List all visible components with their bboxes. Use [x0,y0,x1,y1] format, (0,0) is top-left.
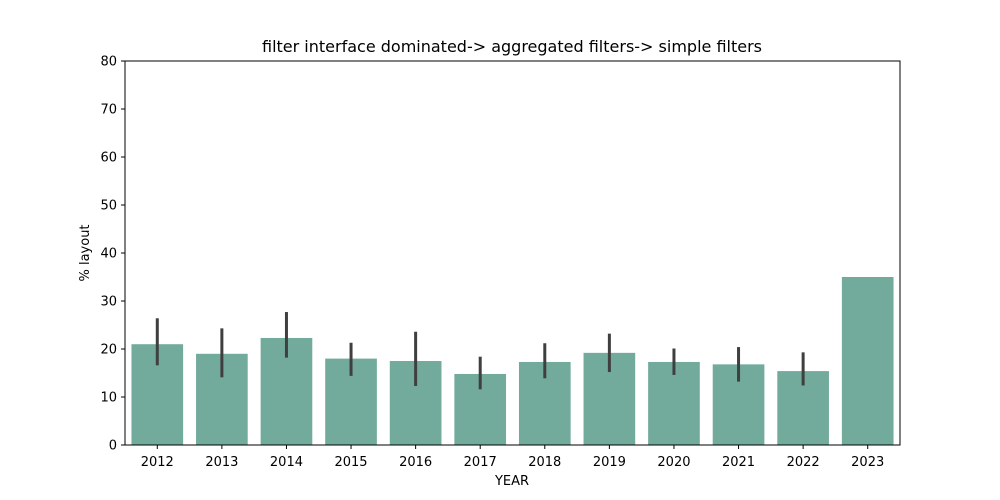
bar-2020 [648,361,700,445]
x-tick-label-2018: 2018 [528,455,561,470]
x-tick-label-2017: 2017 [464,455,497,470]
x-axis-label: YEAR [494,474,529,489]
y-tick-label-80: 80 [100,55,117,70]
y-tick-label-50: 50 [100,199,117,214]
y-axis-ticks: 0 10 20 30 40 50 60 70 80 [100,55,125,454]
error-bars-group [155,312,805,390]
x-tick-label-2020: 2020 [657,455,690,470]
x-tick-label-2016: 2016 [399,455,432,470]
y-tick-label-10: 10 [100,391,117,406]
x-tick-label-2013: 2013 [205,455,238,470]
bars-group [131,277,894,445]
x-tick-label-2021: 2021 [722,455,755,470]
x-tick-label-2014: 2014 [270,455,303,470]
x-tick-label-2023: 2023 [851,455,884,470]
bar-2023 [841,277,894,445]
y-tick-label-0: 0 [109,439,117,454]
x-axis-ticks: 2012 2013 2014 2015 2016 2017 2018 2019 2020 2021… [141,445,884,470]
y-axis-label: % layout [78,224,93,281]
y-tick-label-70: 70 [100,103,117,118]
x-tick-label-2019: 2019 [593,455,626,470]
chart-title: filter interface dominated-> aggregated … [262,37,762,56]
plot-frame [124,60,901,446]
y-tick-label-40: 40 [100,247,117,262]
y-tick-label-60: 60 [100,151,117,166]
x-tick-label-2012: 2012 [141,455,174,470]
y-tick-label-30: 30 [100,295,117,310]
x-tick-label-2015: 2015 [334,455,367,470]
x-tick-label-2022: 2022 [787,455,820,470]
y-tick-label-20: 20 [100,343,117,358]
